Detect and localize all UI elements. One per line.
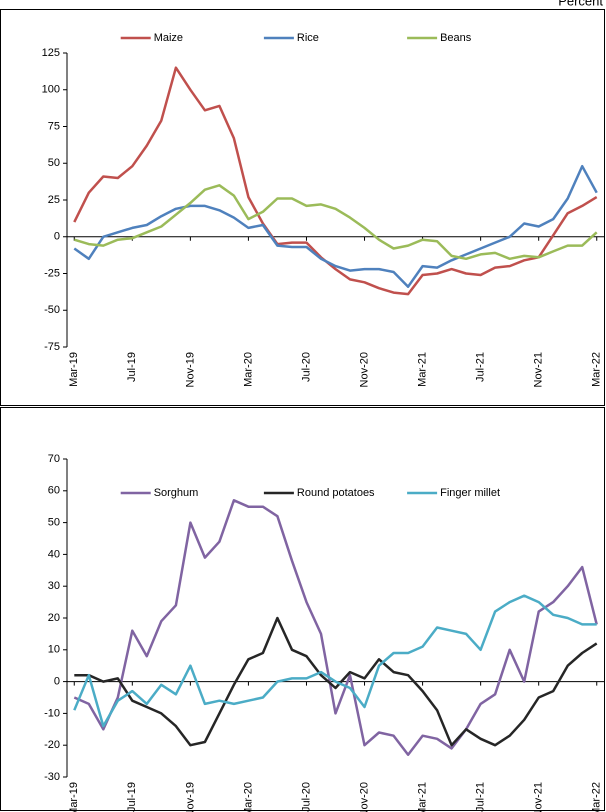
x-tick-label: Mar-21 xyxy=(416,352,428,387)
y-tick-label: 125 xyxy=(42,47,60,59)
y-axis-label: Percent xyxy=(558,0,603,8)
x-tick-label: Mar-22 xyxy=(591,782,603,812)
legend-label: Round potatoes xyxy=(297,487,375,499)
y-tick-label: 70 xyxy=(48,453,60,465)
x-tick-label: Jul-19 xyxy=(126,352,138,382)
y-tick-label: 50 xyxy=(48,517,60,529)
y-tick-label: -25 xyxy=(44,267,60,279)
x-tick-label: Mar-19 xyxy=(68,352,80,387)
x-tick-label: Jul-21 xyxy=(475,782,487,812)
legend-label: Sorghum xyxy=(154,487,199,499)
x-tick-label: Mar-22 xyxy=(591,352,603,387)
x-tick-label: Mar-20 xyxy=(242,352,254,387)
x-tick-label: Mar-21 xyxy=(416,782,428,812)
panel-border xyxy=(0,9,605,406)
series-line xyxy=(74,616,598,747)
legend-label: Beans xyxy=(440,32,472,44)
y-tick-label: 0 xyxy=(54,231,60,243)
x-tick-label: Jul-20 xyxy=(300,352,312,382)
series-line xyxy=(73,499,598,756)
x-tick-label: Jul-21 xyxy=(475,352,487,382)
y-tick-label: -75 xyxy=(44,341,60,353)
x-tick-label: Nov-20 xyxy=(358,782,370,812)
x-tick-label: Nov-19 xyxy=(184,782,196,812)
x-tick-label: Mar-20 xyxy=(242,782,254,812)
y-tick-label: -10 xyxy=(44,707,60,719)
legend-label: Finger millet xyxy=(440,487,500,499)
legend-label: Rice xyxy=(297,32,319,44)
y-tick-label: 100 xyxy=(42,84,60,96)
x-tick-label: Jul-20 xyxy=(300,782,312,812)
y-tick-label: 40 xyxy=(48,548,60,560)
panel-border xyxy=(0,407,605,811)
x-tick-label: Mar-19 xyxy=(68,782,80,812)
series-line xyxy=(73,66,598,296)
x-tick-label: Nov-21 xyxy=(533,352,545,387)
y-tick-label: -50 xyxy=(44,304,60,316)
x-tick-label: Jul-19 xyxy=(126,782,138,812)
series-line xyxy=(73,594,597,728)
series-line xyxy=(73,184,598,261)
legend-label: Maize xyxy=(154,32,183,44)
y-tick-label: 75 xyxy=(48,120,60,132)
y-tick-label: 25 xyxy=(48,194,60,206)
y-tick-label: 20 xyxy=(48,612,60,624)
y-tick-label: 50 xyxy=(48,157,60,169)
y-tick-label: 30 xyxy=(48,580,60,592)
y-tick-label: 60 xyxy=(48,485,60,497)
y-tick-label: 10 xyxy=(48,644,60,656)
y-tick-label: -20 xyxy=(44,739,60,751)
x-tick-label: Nov-19 xyxy=(184,352,196,387)
x-tick-label: Nov-21 xyxy=(533,782,545,812)
x-tick-label: Nov-20 xyxy=(358,352,370,387)
y-tick-label: 0 xyxy=(54,676,60,688)
series-line xyxy=(73,164,598,288)
y-tick-label: -30 xyxy=(44,771,60,783)
